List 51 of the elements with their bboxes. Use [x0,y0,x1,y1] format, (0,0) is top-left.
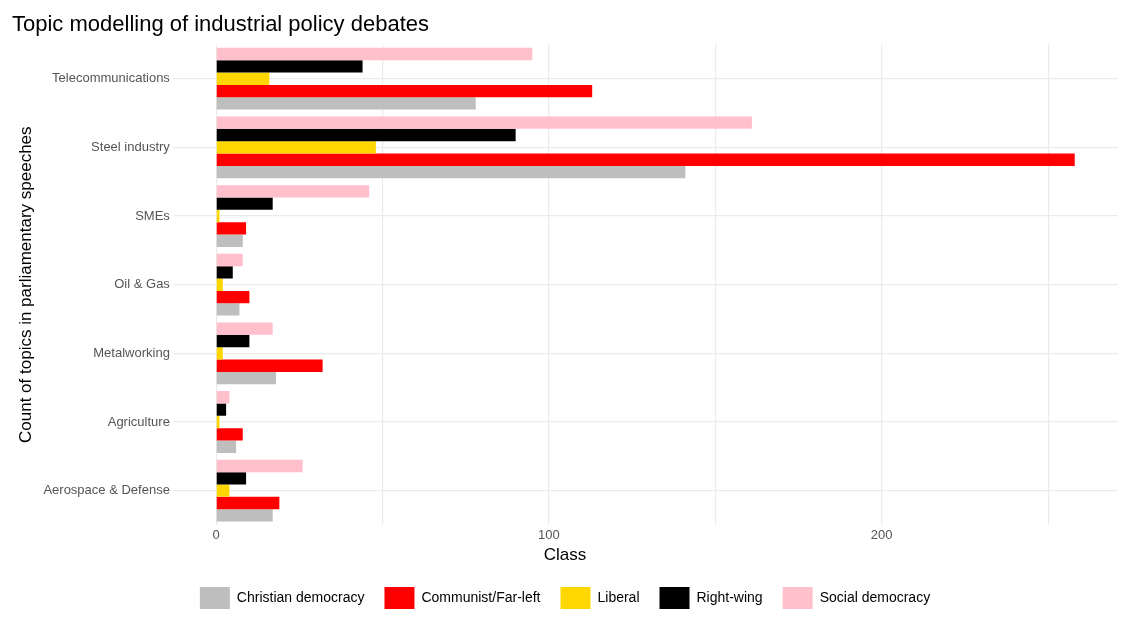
bar [216,428,243,441]
x-tick-label: 200 [870,527,893,543]
bar [216,253,243,267]
bar [216,116,752,129]
bar [216,509,273,522]
bar [216,347,223,360]
bar [216,472,247,485]
legend-title: Class [543,544,587,564]
legend-label: Communist/Far-left [421,588,541,605]
bar [216,197,273,210]
bar [216,484,230,497]
bar [216,165,686,179]
y-tick-label: Steel industry [91,138,171,154]
bar [216,290,250,304]
bar [216,97,476,110]
bar [216,496,280,510]
bar [216,141,376,154]
y-tick-label: Agriculture [107,413,170,429]
y-tick-label: Aerospace & Defense [43,482,170,498]
bar [216,359,323,372]
bar [216,72,270,85]
legend-label: Social democracy [819,588,931,605]
bar [216,459,303,473]
bar [216,403,227,416]
y-tick-label: Metalworking [93,344,170,360]
legend-label: Right-wing [696,588,763,605]
bar [216,185,370,198]
bar [216,278,223,291]
y-tick-label: SMEs [135,207,171,223]
bar [216,303,240,316]
x-tick-label: 0 [212,527,220,543]
bar [216,391,230,404]
bar [216,47,533,61]
bar [216,371,277,385]
bar [216,440,237,453]
y-axis-title: Count of topics in parliamentary speeches [15,126,35,443]
bar [216,222,247,235]
bar [216,60,363,73]
y-tick-label: Oil & Gas [114,276,171,292]
bar [216,322,273,335]
bar [216,84,593,98]
legend-label: Christian democracy [236,588,365,605]
bar [216,153,1075,166]
chart-title: Topic modelling of industrial policy debates [12,11,430,37]
bar [216,128,516,142]
y-tick-label: Telecommunications [52,70,171,86]
x-tick-label: 100 [538,527,560,543]
legend-label: Liberal [597,588,640,605]
bar [216,334,250,348]
bar [216,234,243,247]
bar [216,266,233,279]
